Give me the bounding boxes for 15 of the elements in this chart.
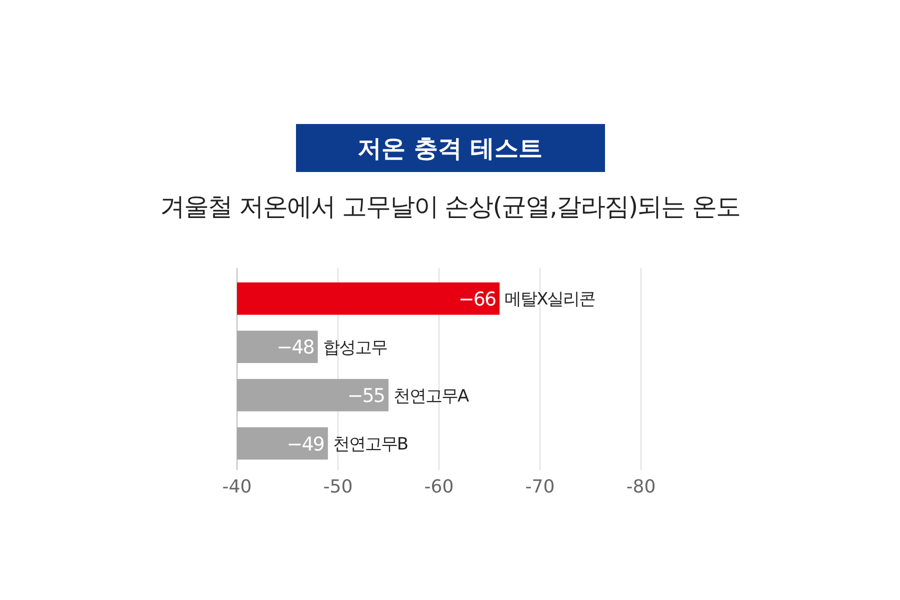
x-tick-label: -40	[222, 476, 252, 498]
y-tick-label: 메탈X실리콘	[504, 290, 596, 310]
x-tick-label: -60	[424, 476, 454, 498]
y-tick-label: 합성고무	[322, 338, 387, 358]
x-tick-label: -50	[323, 476, 353, 498]
y-tick-label: 천연고무B	[332, 434, 408, 455]
x-tick-label: -70	[525, 476, 555, 498]
data-label: −66	[458, 288, 496, 310]
data-label: −49	[286, 433, 324, 456]
y-tick-label: 천연고무A	[394, 386, 470, 406]
data-label: −48	[276, 336, 314, 359]
chart-title: 저온 충격 테스트	[358, 134, 542, 163]
x-tick-label: -80	[626, 476, 656, 498]
chart-subtitle: 겨울철 저온에서 고무날이 손상(균열,갈라짐)되는 온도	[160, 192, 740, 221]
data-label: −55	[347, 384, 384, 407]
